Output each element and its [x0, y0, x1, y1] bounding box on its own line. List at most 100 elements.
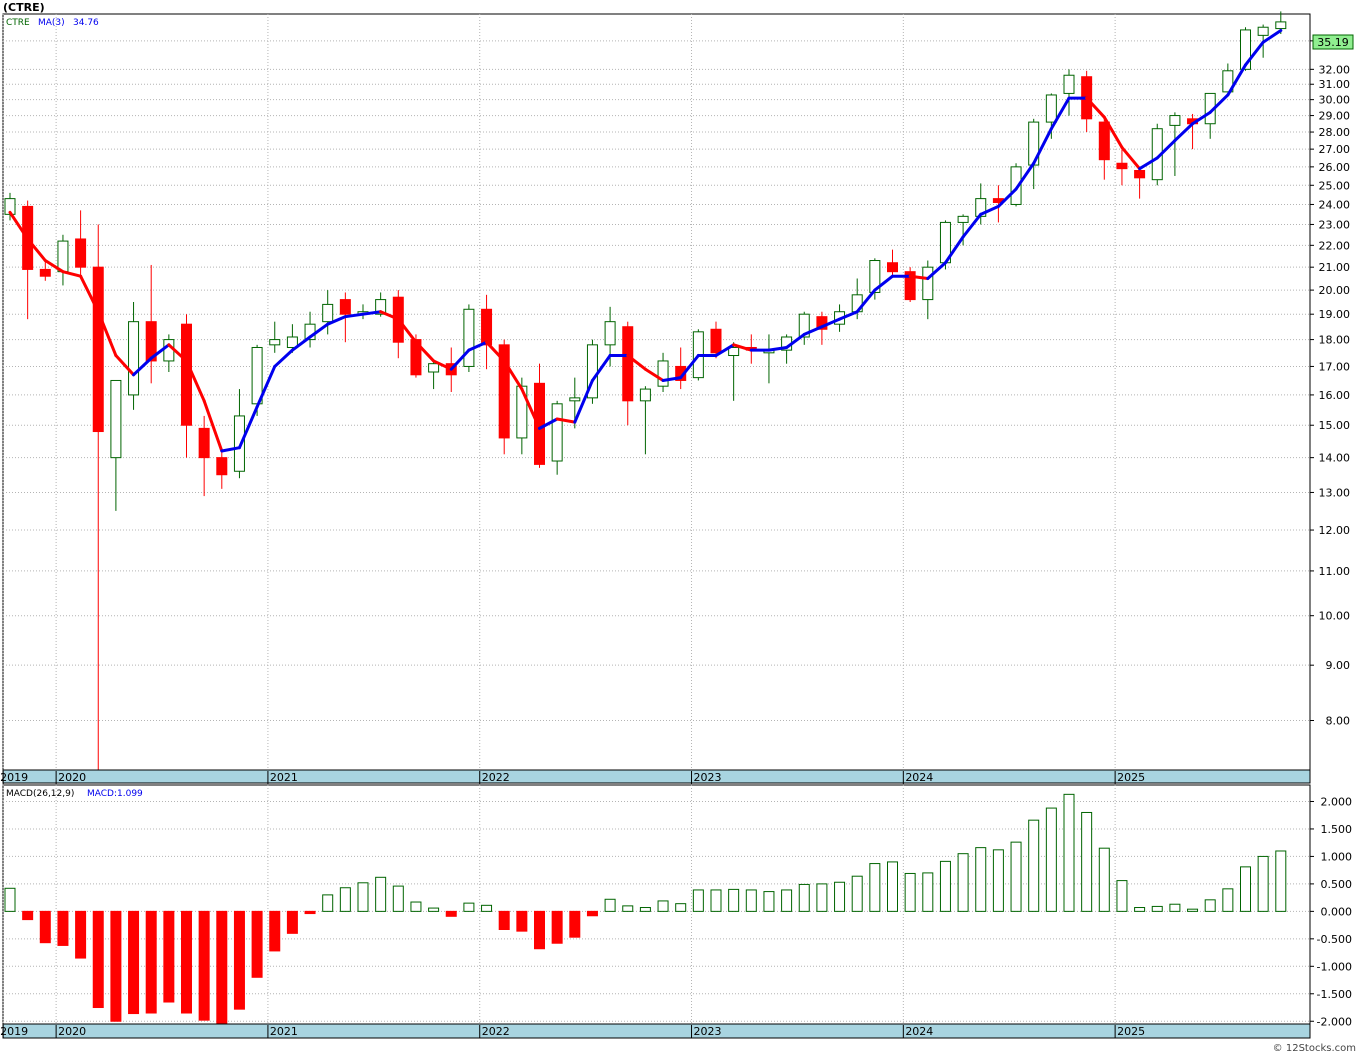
ma-segment	[1085, 96, 1106, 119]
price-y-tick-label: 11.00	[1319, 565, 1351, 578]
ma-segment	[361, 310, 383, 316]
ma-segment	[255, 364, 277, 409]
candle-body-up	[1045, 94, 1057, 123]
macd-bar-positive	[1045, 807, 1057, 912]
price-grid	[2, 14, 1310, 770]
macd-bar-positive	[939, 860, 951, 912]
macd-bar-positive	[904, 872, 916, 912]
price-y-tick-label: 29.00	[1319, 110, 1351, 123]
candle-body-up	[728, 346, 740, 357]
price-y-tick-label: 19.00	[1319, 308, 1351, 321]
ma-segment	[43, 259, 65, 274]
price-y-tick-label: 17.00	[1319, 360, 1351, 373]
macd-bar-positive	[428, 907, 440, 912]
macd-bar-positive	[728, 888, 740, 912]
ma-segment	[114, 354, 136, 377]
ma-segment	[855, 288, 877, 314]
legend-ma-label: MA(3)	[38, 18, 65, 28]
macd-bar-positive	[1134, 907, 1146, 912]
candle-body-up	[1010, 166, 1022, 205]
candle-body-down	[710, 328, 722, 354]
price-y-tick-label: 23.00	[1319, 218, 1351, 231]
ma-segment	[908, 274, 930, 281]
ma-segment	[714, 343, 736, 358]
price-y-axis: 8.00 9.00 10.00 11.00 12.00 13.00 14.00 15.00 16…	[1310, 35, 1350, 728]
macd-date-label: 2024	[905, 1025, 933, 1038]
macd-bar-negative	[128, 910, 140, 1015]
candle-body-down	[887, 262, 898, 273]
price-y-tick-label: 20.00	[1319, 284, 1351, 297]
ma-segment	[8, 210, 30, 241]
candle-body-down	[339, 299, 351, 315]
macd-date-label: 2022	[482, 1025, 510, 1038]
macd-bar-positive	[887, 861, 898, 912]
macd-bar-negative	[163, 910, 175, 1003]
ma-segment	[290, 335, 312, 352]
candle-body-up	[639, 388, 651, 402]
candle-body-down	[481, 308, 493, 346]
candle-body-up	[163, 339, 175, 362]
macd-bar-negative	[57, 910, 69, 946]
legend-ma-value: 34.76	[73, 18, 99, 28]
last-price-tag: 35.19	[1312, 34, 1354, 50]
ma-segment	[96, 310, 118, 358]
candle-body-up	[1275, 21, 1287, 30]
macd-bar-positive	[375, 876, 387, 912]
macd-bar-negative	[39, 910, 51, 944]
ma-segment	[573, 378, 594, 424]
candle-body-up	[110, 379, 122, 459]
candle-body-down	[1098, 121, 1110, 161]
macd-bar-positive	[4, 887, 16, 912]
macd-bar-positive	[851, 875, 863, 912]
price-y-tick-label: 32.00	[1319, 63, 1351, 76]
price-date-label: 2024	[905, 771, 933, 784]
ma-segment	[802, 325, 824, 336]
candle-body-up	[1169, 115, 1181, 126]
candle-body-up	[516, 385, 528, 439]
macd-bar-positive	[1098, 847, 1110, 912]
candle-body-up	[922, 266, 934, 301]
price-y-tick-label: 9.00	[1326, 659, 1351, 672]
ma-segment	[643, 367, 665, 382]
ma-segment	[132, 356, 153, 377]
price-y-tick-label: 18.00	[1319, 334, 1351, 347]
macd-bar-positive	[781, 889, 793, 912]
macd-bar-positive	[798, 883, 810, 912]
macd-bar-negative	[516, 910, 528, 932]
macd-bar-negative	[534, 910, 545, 950]
ma-segment	[308, 322, 330, 339]
macd-y-tick-label: 1.500	[1321, 823, 1353, 836]
price-date-label: 2025	[1117, 771, 1145, 784]
price-y-tick-label: 16.00	[1319, 389, 1351, 402]
candle-body-down	[410, 339, 422, 376]
ma-segment	[1261, 28, 1283, 44]
price-y-tick-label: 21.00	[1319, 261, 1351, 274]
macd-legend: MACD(26,12,9) MACD:1.099	[6, 789, 143, 799]
price-y-tick-label: 14.00	[1319, 452, 1351, 465]
macd-bar-negative	[22, 910, 34, 921]
candle-body-up	[269, 339, 281, 346]
macd-panel: -2.000 -1.500 -1.000 -0.500 0.000 0.500 1.000 1…	[2, 784, 1352, 1028]
ma-segment	[1138, 156, 1159, 171]
price-date-label: 2020	[58, 771, 86, 784]
ma-segment	[1191, 110, 1212, 126]
ma-segment	[1226, 63, 1247, 97]
macd-date-label: 2020	[58, 1025, 86, 1038]
macd-bar-positive	[692, 889, 704, 912]
ma-segment	[1014, 161, 1036, 191]
macd-bar-positive	[622, 905, 634, 912]
price-date-label: 2023	[694, 771, 722, 784]
macd-bar-negative	[586, 910, 598, 917]
macd-bar-positive	[657, 900, 669, 912]
macd-y-axis: -2.000 -1.500 -1.000 -0.500 0.000 0.500 1.000 1…	[1310, 795, 1352, 1028]
candle-body-up	[463, 308, 475, 367]
ma-segment	[326, 315, 347, 326]
price-date-label: 2021	[270, 771, 298, 784]
macd-grid	[2, 785, 1310, 1024]
candle-body-down	[198, 427, 210, 459]
ma-segment	[873, 274, 894, 292]
macd-date-label: 2019	[0, 1025, 28, 1038]
macd-bar-positive	[675, 903, 687, 912]
macd-bar-negative	[233, 910, 245, 1010]
last-price-tag-box	[1312, 34, 1354, 50]
